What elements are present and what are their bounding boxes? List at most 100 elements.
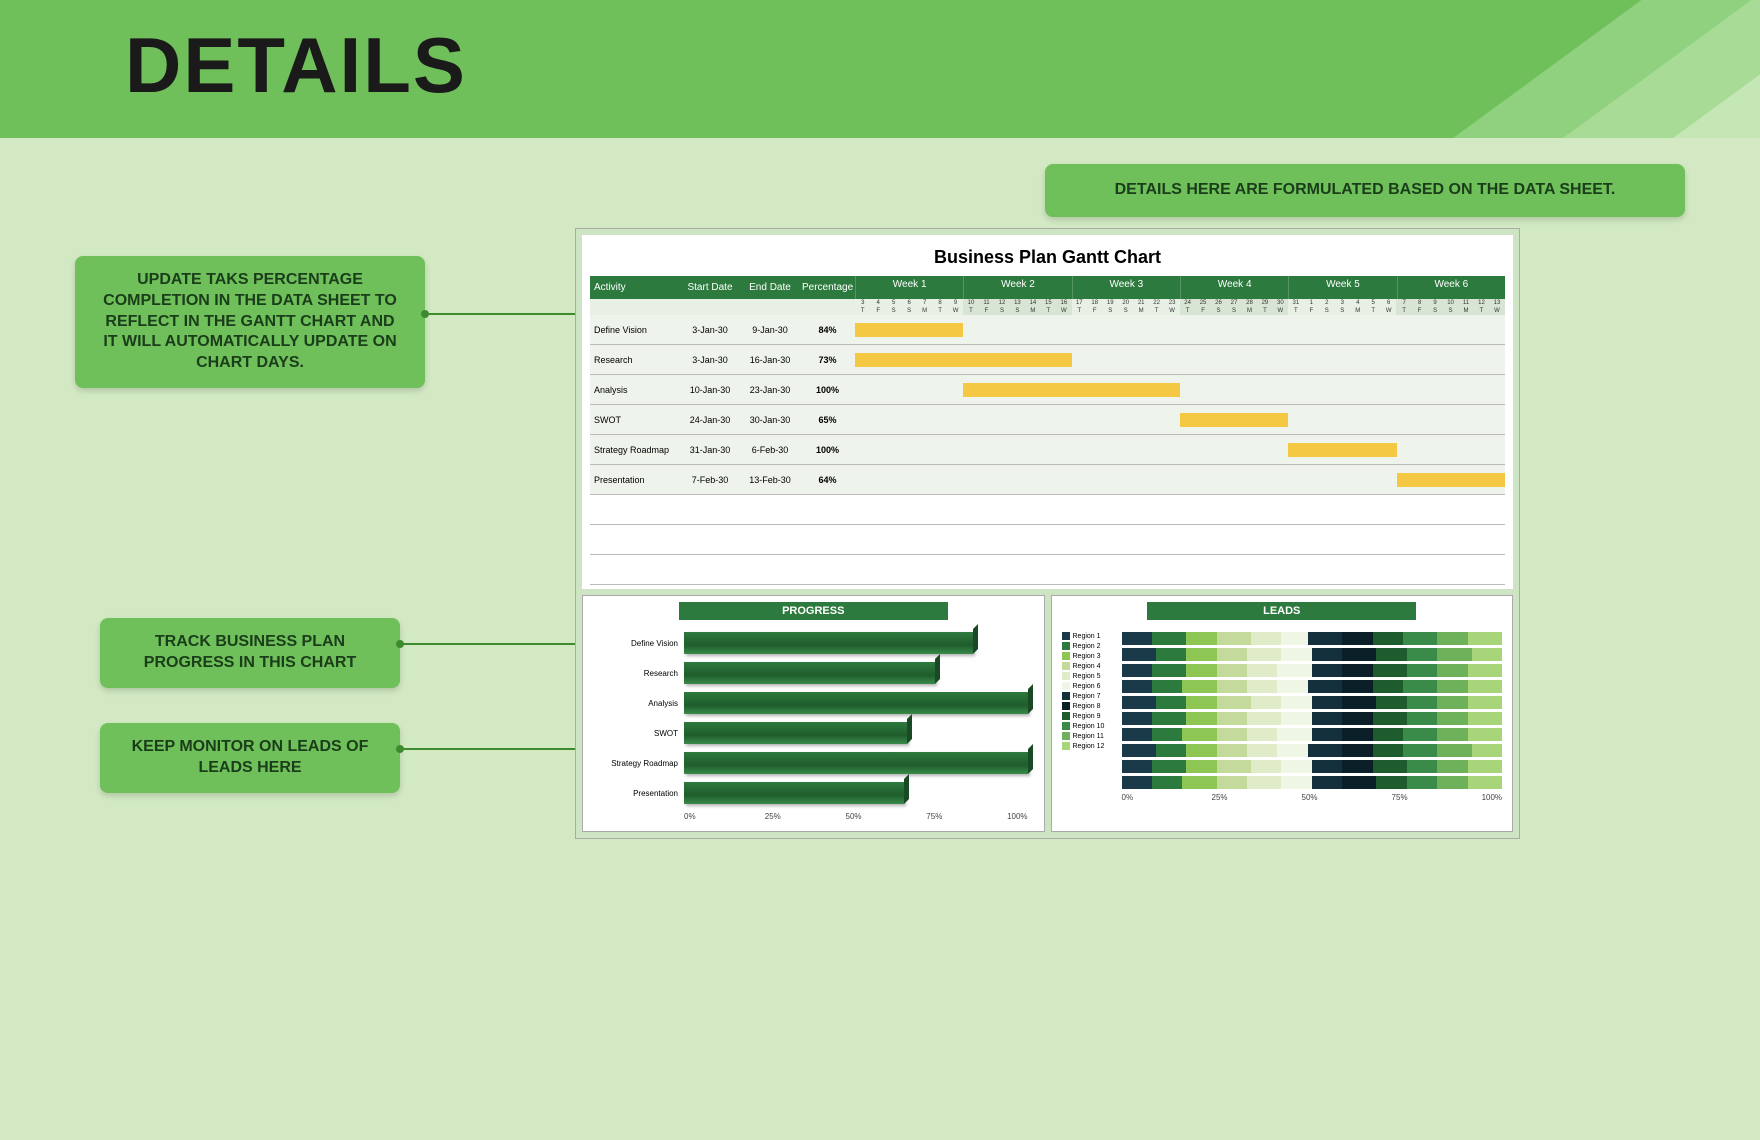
week-header: Week 2 (963, 276, 1071, 299)
gantt-title: Business Plan Gantt Chart (590, 247, 1505, 268)
gantt-row-empty (590, 495, 1505, 525)
week-header: Week 5 (1288, 276, 1396, 299)
gantt-chart: Business Plan Gantt Chart Activity Start… (582, 235, 1513, 589)
leads-segment (1468, 712, 1502, 725)
leads-segment (1186, 664, 1216, 677)
progress-bar (684, 782, 904, 804)
progress-row: Analysis (599, 692, 1028, 714)
leads-segment (1437, 696, 1467, 709)
leads-segment (1152, 776, 1182, 789)
leads-segment (1468, 680, 1502, 693)
legend-swatch (1062, 722, 1070, 730)
leads-segment (1407, 712, 1437, 725)
gantt-day-letters: TFSSMTWTFSSMTWTFSSMTWTFSSMTWTFSSMTWTFSSM… (590, 307, 1505, 315)
legend-item: Region 8 (1062, 702, 1122, 710)
progress-row: SWOT (599, 722, 1028, 744)
leads-segment (1281, 760, 1311, 773)
legend-swatch (1062, 642, 1070, 650)
leads-segment (1407, 648, 1437, 661)
legend-swatch (1062, 732, 1070, 740)
connector-2 (400, 643, 595, 645)
leads-segment (1312, 648, 1342, 661)
legend-label: Region 6 (1073, 683, 1101, 690)
leads-segment (1308, 680, 1342, 693)
leads-segment (1437, 648, 1471, 661)
leads-segment (1122, 648, 1156, 661)
leads-segment (1217, 712, 1247, 725)
header-banner: DETAILS (0, 0, 1760, 138)
legend-swatch (1062, 632, 1070, 640)
leads-segment (1251, 696, 1281, 709)
leads-segment (1437, 664, 1467, 677)
leads-segment (1472, 744, 1502, 757)
leads-segment (1217, 648, 1247, 661)
legend-swatch (1062, 742, 1070, 750)
leads-segment (1122, 744, 1156, 757)
activity-name: Strategy Roadmap (590, 445, 680, 455)
gantt-row: Define Vision 3-Jan-30 9-Jan-30 84% (590, 315, 1505, 345)
legend-item: Region 1 (1062, 632, 1122, 640)
leads-row (1122, 760, 1503, 773)
gantt-row: SWOT 24-Jan-30 30-Jan-30 65% (590, 405, 1505, 435)
progress-axis: 0%25%50%75%100% (684, 812, 1028, 821)
start-date: 3-Jan-30 (680, 325, 740, 335)
leads-segment (1281, 712, 1311, 725)
leads-segment (1122, 664, 1152, 677)
pct-value: 73% (800, 355, 855, 365)
leads-segment (1407, 760, 1437, 773)
leads-segment (1407, 696, 1437, 709)
leads-segment (1403, 728, 1437, 741)
leads-segment (1247, 680, 1277, 693)
leads-segment (1376, 776, 1406, 789)
leads-segment (1277, 664, 1311, 677)
bar-area (855, 405, 1505, 434)
leads-segment (1152, 664, 1186, 677)
leads-segment (1312, 776, 1342, 789)
leads-panel: LEADS Region 1Region 2Region 3Region 4Re… (1051, 595, 1514, 832)
progress-label: SWOT (599, 729, 684, 738)
end-date: 6-Feb-30 (740, 445, 800, 455)
legend-swatch (1062, 682, 1070, 690)
progress-bar-area (684, 632, 1028, 654)
week-header: Week 6 (1397, 276, 1505, 299)
pct-value: 84% (800, 325, 855, 335)
leads-segment (1472, 648, 1502, 661)
leads-segment (1122, 728, 1152, 741)
leads-segment (1342, 776, 1376, 789)
leads-segment (1122, 776, 1152, 789)
activity-name: Define Vision (590, 325, 680, 335)
bar-area (855, 345, 1505, 374)
legend-label: Region 11 (1073, 733, 1104, 740)
legend-label: Region 4 (1073, 663, 1101, 670)
leads-row (1122, 744, 1503, 757)
dashboard: Business Plan Gantt Chart Activity Start… (575, 228, 1520, 839)
leads-segment (1251, 632, 1281, 645)
leads-segment (1312, 728, 1342, 741)
gantt-rows: Define Vision 3-Jan-30 9-Jan-30 84% Rese… (590, 315, 1505, 585)
pct-value: 100% (800, 385, 855, 395)
pct-value: 65% (800, 415, 855, 425)
legend-item: Region 3 (1062, 652, 1122, 660)
leads-segment (1186, 648, 1216, 661)
leads-segment (1186, 760, 1216, 773)
activity-name: Analysis (590, 385, 680, 395)
legend-label: Region 9 (1073, 713, 1101, 720)
legend-item: Region 10 (1062, 722, 1122, 730)
leads-segment (1217, 664, 1247, 677)
leads-segment (1186, 632, 1216, 645)
leads-segment (1312, 664, 1342, 677)
progress-title: PROGRESS (679, 602, 948, 620)
leads-segment (1403, 680, 1437, 693)
gantt-bar (1397, 473, 1505, 487)
leads-segment (1122, 680, 1152, 693)
leads-segment (1217, 680, 1247, 693)
leads-row (1122, 664, 1503, 677)
progress-label: Presentation (599, 789, 684, 798)
leads-segment (1373, 728, 1403, 741)
leads-segment (1281, 632, 1308, 645)
leads-segment (1122, 696, 1156, 709)
start-date: 31-Jan-30 (680, 445, 740, 455)
col-start: Start Date (680, 276, 740, 299)
leads-segment (1281, 776, 1311, 789)
progress-bar-area (684, 752, 1028, 774)
